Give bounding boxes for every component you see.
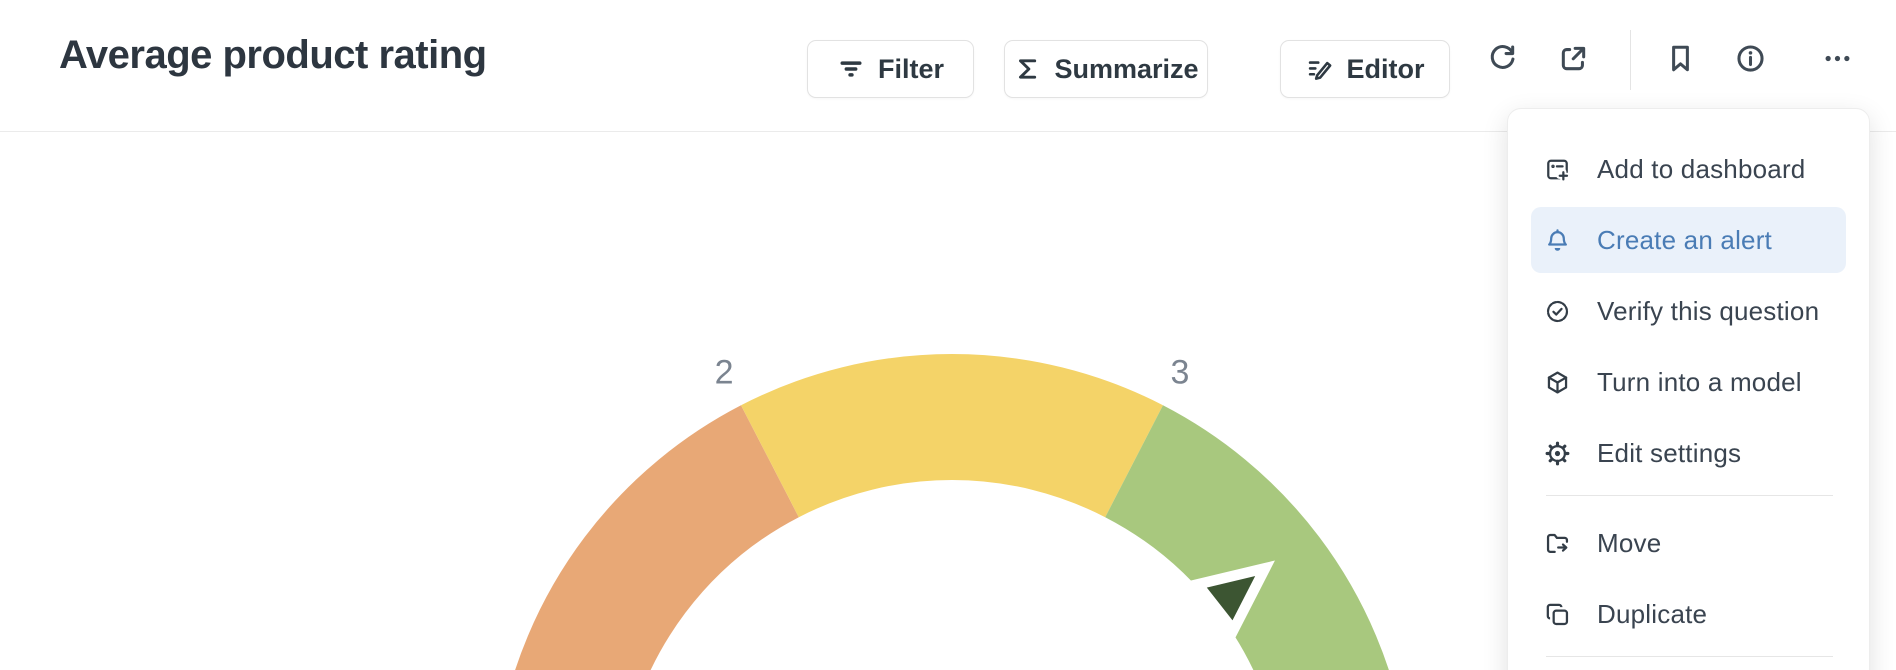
gauge-tick-label: 2 — [715, 353, 734, 391]
menu-item-duplicate[interactable]: Duplicate — [1531, 581, 1846, 647]
model-cube-icon — [1544, 369, 1571, 396]
gauge-segment-medium — [741, 354, 1163, 518]
filter-button[interactable]: Filter — [807, 40, 974, 98]
pencil-lines-icon — [1306, 55, 1334, 83]
header-divider — [1630, 30, 1631, 90]
info-button[interactable] — [1728, 36, 1772, 80]
bookmark-icon — [1664, 42, 1697, 75]
editor-button-label: Editor — [1346, 53, 1425, 84]
refresh-button[interactable] — [1480, 36, 1524, 80]
menu-item-label: Move — [1597, 527, 1662, 558]
more-options-button[interactable] — [1815, 36, 1859, 80]
menu-item-label: Duplicate — [1597, 598, 1708, 629]
menu-item-label: Add to dashboard — [1597, 153, 1806, 184]
editor-button[interactable]: Editor — [1280, 40, 1450, 98]
menu-item-create-an-alert[interactable]: Create an alert — [1531, 207, 1846, 273]
gauge-segment-high — [1104, 405, 1389, 670]
question-header: Average product rating Filter Summarize — [0, 0, 1896, 132]
menu-item-label: Edit settings — [1597, 437, 1742, 468]
move-folder-icon — [1544, 530, 1571, 557]
menu-item-add-to-dashboard[interactable]: Add to dashboard — [1531, 136, 1846, 202]
info-icon — [1734, 42, 1767, 75]
gauge-tick-label: 3 — [1170, 353, 1189, 391]
bookmark-button[interactable] — [1658, 36, 1702, 80]
verified-badge-icon — [1544, 298, 1571, 325]
summarize-button[interactable]: Summarize — [1004, 40, 1208, 98]
share-button[interactable] — [1551, 36, 1595, 80]
ellipsis-icon — [1821, 42, 1854, 75]
page-title: Average product rating — [59, 33, 487, 77]
gauge-segment-low — [515, 405, 800, 670]
menu-item-verify-this-question[interactable]: Verify this question — [1531, 278, 1846, 344]
gauge-needle — [1188, 560, 1275, 640]
menu-item-move[interactable]: Move — [1531, 510, 1846, 576]
sigma-icon — [1013, 55, 1041, 83]
gear-icon — [1544, 440, 1571, 467]
menu-item-label: Turn into a model — [1597, 366, 1802, 397]
refresh-icon — [1486, 42, 1519, 75]
menu-item-edit-settings[interactable]: Edit settings — [1531, 420, 1846, 486]
duplicate-icon — [1544, 601, 1571, 628]
add-to-dashboard-icon — [1544, 156, 1571, 183]
menu-divider — [1546, 656, 1833, 657]
filter-icon — [837, 55, 865, 83]
question-options-menu: Add to dashboard Create an alert Verify … — [1507, 108, 1870, 670]
share-icon — [1557, 42, 1590, 75]
menu-item-label: Create an alert — [1597, 224, 1772, 255]
menu-item-label: Verify this question — [1597, 295, 1820, 326]
menu-item-turn-into-a-model[interactable]: Turn into a model — [1531, 349, 1846, 415]
menu-divider — [1546, 495, 1833, 496]
alert-bell-icon — [1544, 227, 1571, 254]
summarize-button-label: Summarize — [1054, 53, 1199, 84]
filter-button-label: Filter — [877, 53, 944, 84]
